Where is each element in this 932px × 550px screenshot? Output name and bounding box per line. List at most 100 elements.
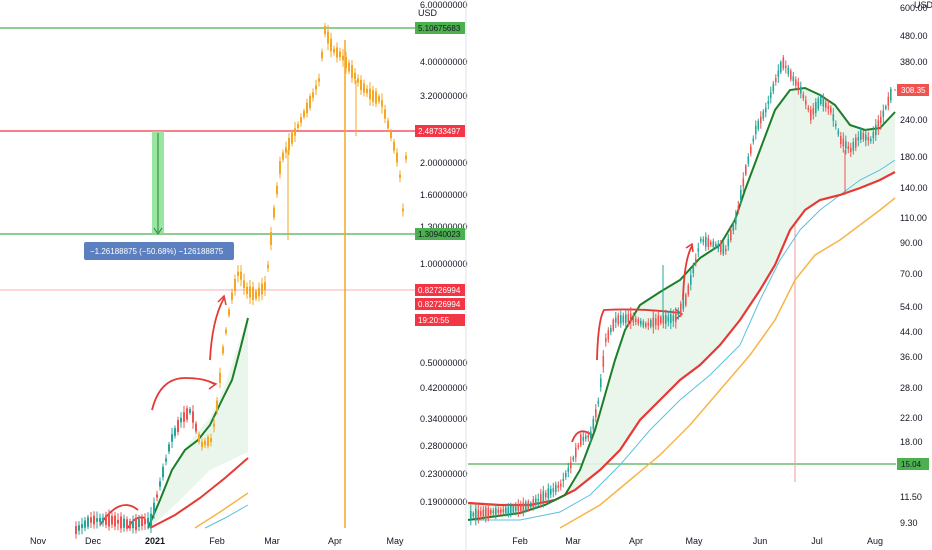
right-candle-body [487,508,490,517]
left-candle-body [282,152,284,160]
right-candle-body [727,238,730,247]
left-candle-body [252,287,254,300]
right-candle-body [862,133,865,140]
right-candle-body [672,315,675,322]
right-candle-body [805,100,807,105]
left-y-tick-label: 4.00000000 [420,57,468,67]
right-candle-body [820,95,822,105]
right-candle-body [767,101,770,104]
left-candle-body [126,519,128,529]
right-candle-body [752,138,755,142]
left-candle-body [132,520,134,529]
right-price-badge-label: 308.35 [901,86,926,95]
right-candle-body [670,314,672,324]
left-candle-body [204,440,206,446]
left-candle-body [81,524,83,528]
right-candle-body [757,120,760,130]
left-candle-body [366,88,368,94]
left-candle-body [171,434,173,442]
left-candle-body [87,517,89,527]
right-y-tick-label: 44.00 [900,327,923,337]
left-y-tick-label: 1.60000000 [420,190,468,200]
right-candle-body [555,484,557,492]
left-candle-body [114,515,116,527]
left-x-axis: Nov Dec 2021 Feb Mar Apr May [30,536,404,546]
left-candle-body [306,102,308,114]
right-candle-body [840,136,842,144]
left-candle-body [270,232,272,246]
left-candle-body [345,57,347,68]
right-candle-body [867,137,870,141]
left-candle-body [96,518,98,522]
left-candles [75,22,407,539]
left-y-tick-label: 2.00000000 [420,158,468,168]
right-candle-body [612,319,615,331]
right-y-tick-label: 28.00 [900,383,923,393]
left-candle-body [267,264,269,269]
left-candle-body [387,120,389,129]
left-y-tick-label: 0.34000000 [420,414,468,424]
left-candle-body [309,95,311,109]
right-candle-body [567,467,570,473]
right-candle-body [802,94,805,99]
right-candle-body [780,61,782,73]
left-candle-body [75,526,77,534]
right-candle-body [737,206,740,209]
right-candle-body [530,502,532,508]
right-candle-body [600,378,602,388]
right-candle-body [605,338,607,342]
left-candle-body [165,458,167,462]
right-candle-body [650,320,652,327]
right-candle-body [542,491,545,503]
left-ma-fill [150,316,248,528]
right-candle-body [590,431,592,439]
right-candle-body [515,506,517,511]
right-candle-body [857,137,860,141]
left-candle-body [297,124,299,128]
left-y-tick-label: 3.20000000 [420,91,468,101]
left-price-badge-label: 0.82726994 [418,286,461,295]
left-candle-body [333,48,335,53]
right-candle-body [740,189,742,201]
left-candle-body [93,515,95,525]
right-candle-body [785,65,787,68]
left-candle-body [363,83,365,93]
left-candle-body [237,271,239,276]
right-candle-body [470,510,472,520]
right-candle-body [712,241,715,247]
right-candle-body [882,110,885,117]
left-candle-body [186,408,188,420]
left-candle-body [342,55,344,61]
left-x-tick-label: Dec [85,536,102,546]
right-candle-body [850,147,852,153]
left-price-badge-label: 5.10675683 [418,24,461,33]
right-y-tick-label: 110.00 [900,213,927,223]
left-candle-body [348,62,350,72]
right-candle-body [562,478,565,482]
right-candle-body [775,78,777,82]
right-candle-body [507,507,510,514]
right-y-tick-label: 480.00 [900,31,928,41]
right-candle-body [522,502,525,512]
left-ma-orange [194,492,249,529]
right-candle-body [547,488,550,499]
left-x-tick-label: 2021 [145,536,165,546]
right-candle-body [680,303,682,315]
right-candle-body [742,178,745,187]
right-candle-body [880,116,882,124]
right-candle-body [502,509,505,513]
right-candle-body [532,499,535,508]
right-candle-body [540,494,542,503]
right-candle-body [610,327,612,333]
right-y-tick-label: 180.00 [900,152,928,162]
left-candle-body [300,117,302,123]
right-candle-body [827,106,830,109]
right-y-tick-label: 90.00 [900,238,923,248]
left-candle-body [405,155,407,160]
right-candle-body [617,315,620,325]
right-candle-body [700,238,702,242]
